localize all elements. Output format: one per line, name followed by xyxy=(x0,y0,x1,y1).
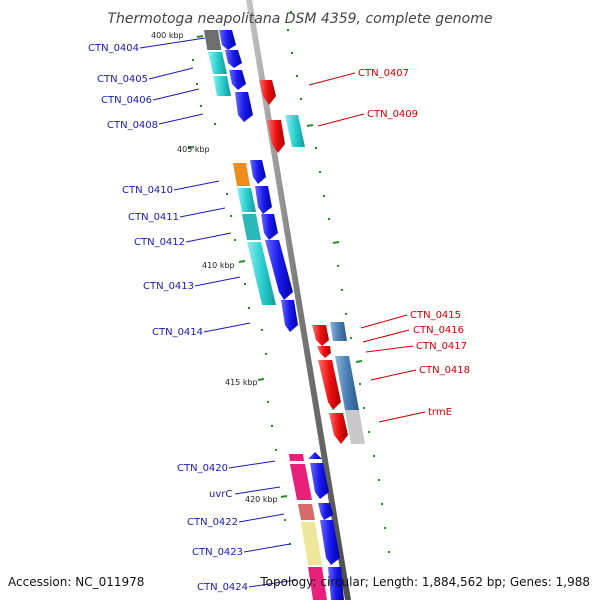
gene-arrow-ctn0422 xyxy=(318,503,333,520)
gene-label-ctn0404[interactable]: CTN_0404 xyxy=(88,43,139,54)
kbp-labels: 400 kbp 405 kbp 410 kbp 415 kbp 420 kbp xyxy=(151,31,278,504)
left-gene-arrows xyxy=(219,30,344,600)
genome-title: Thermotoga neapolitana DSM 4359, complet… xyxy=(108,11,493,27)
gene-label-ctn0407[interactable]: CTN_0407 xyxy=(358,68,409,79)
gene-arrow-ctn0408 xyxy=(235,92,253,122)
gene-block-ctn0418 xyxy=(335,356,359,410)
accession-text: Accession: NC_011978 xyxy=(8,575,144,589)
gene-arrow-uvrc xyxy=(310,463,329,499)
gene-label-ctn0418[interactable]: CTN_0418 xyxy=(419,365,470,376)
gene-label-ctn0420[interactable]: CTN_0420 xyxy=(177,463,228,474)
gene-label-ctn0412[interactable]: CTN_0412 xyxy=(134,237,185,248)
gene-arrow-ctn0407 xyxy=(259,80,276,105)
gene-block-ctn0420 xyxy=(289,454,304,461)
gene-arrow-ctn0409 xyxy=(267,120,285,153)
gene-arrow-ctn0420 xyxy=(308,452,322,459)
right-gene-labels: CTN_0407 CTN_0409 CTN_0415 CTN_0416 CTN_… xyxy=(358,68,470,418)
gene-block-uvrc xyxy=(290,464,312,500)
gene-label-ctn0423[interactable]: CTN_0423 xyxy=(192,547,243,558)
gene-arrow-ctn0410 xyxy=(250,160,266,184)
kbp-label-400: 400 kbp xyxy=(151,31,184,40)
kbp-label-410: 410 kbp xyxy=(202,261,235,270)
gene-arrow-ctn0418 xyxy=(318,360,341,410)
gene-label-trme[interactable]: trmE xyxy=(428,407,452,418)
left-annotation-band xyxy=(204,30,327,600)
gene-label-ctn0424[interactable]: CTN_0424 xyxy=(197,582,248,593)
gene-arrow-ctn0412 xyxy=(261,214,278,240)
gene-label-uvrc[interactable]: uvrC xyxy=(209,489,232,500)
gene-label-ctn0417[interactable]: CTN_0417 xyxy=(416,341,467,352)
gene-block-ctn0424 xyxy=(308,567,327,600)
gene-label-ctn0410[interactable]: CTN_0410 xyxy=(122,185,173,196)
gene-label-ctn0409[interactable]: CTN_0409 xyxy=(367,109,418,120)
gene-block-ctn0404 xyxy=(204,30,222,50)
gene-label-ctn0406[interactable]: CTN_0406 xyxy=(101,95,152,106)
right-gene-arrows xyxy=(259,80,365,444)
genome-backbone xyxy=(246,0,351,600)
gene-label-ctn0405[interactable]: CTN_0405 xyxy=(97,74,148,85)
gene-label-ctn0416[interactable]: CTN_0416 xyxy=(413,325,464,336)
gene-arrow-ctn0411 xyxy=(255,186,272,214)
kbp-label-420: 420 kbp xyxy=(245,495,278,504)
gene-arrow-ctn0405 xyxy=(225,50,242,68)
kbp-label-405: 405 kbp xyxy=(177,145,210,154)
gene-block-ctn0413 xyxy=(247,242,276,305)
gene-block-ctn0416 xyxy=(330,322,347,341)
left-gene-labels: CTN_0404 CTN_0405 CTN_0406 CTN_0408 CTN_… xyxy=(88,43,248,593)
gene-arrow-trme xyxy=(329,413,348,444)
gene-block-ctn0405 xyxy=(208,52,227,74)
topology-text: Topology: circular; Length: 1,884,562 bp… xyxy=(259,575,590,589)
gene-label-ctn0414[interactable]: CTN_0414 xyxy=(152,327,203,338)
gene-arrow-ctn0413 xyxy=(265,240,293,300)
gene-label-ctn0415[interactable]: CTN_0415 xyxy=(410,310,461,321)
gene-arrow-ctn0423 xyxy=(320,520,340,565)
gene-label-ctn0411[interactable]: CTN_0411 xyxy=(128,212,179,223)
gene-arrow-ctn0415 xyxy=(312,325,329,346)
gene-block-ctn0409 xyxy=(285,115,305,147)
label-leader-lines xyxy=(139,37,426,588)
kbp-label-415: 415 kbp xyxy=(225,378,258,387)
gene-arrow-ctn0406 xyxy=(229,70,246,90)
gene-block-trme xyxy=(345,410,365,444)
gene-arrow-ctn0417 xyxy=(317,346,331,358)
gene-block-ctn0422 xyxy=(298,504,315,520)
gene-label-ctn0422[interactable]: CTN_0422 xyxy=(187,517,238,528)
gene-label-ctn0413[interactable]: CTN_0413 xyxy=(143,281,194,292)
gene-block-ctn0406 xyxy=(213,76,231,96)
gene-block-ctn0410 xyxy=(233,163,250,186)
gene-block-ctn0412 xyxy=(242,214,261,240)
gene-label-ctn0408[interactable]: CTN_0408 xyxy=(107,120,158,131)
gene-arrow-ctn0424 xyxy=(328,567,344,600)
gene-block-ctn0411 xyxy=(237,188,256,212)
gene-block-ctn0423 xyxy=(301,522,322,565)
scale-ticks xyxy=(187,11,390,553)
gene-arrow-ctn0404 xyxy=(219,30,236,50)
gene-arrow-ctn0414 xyxy=(281,300,298,332)
